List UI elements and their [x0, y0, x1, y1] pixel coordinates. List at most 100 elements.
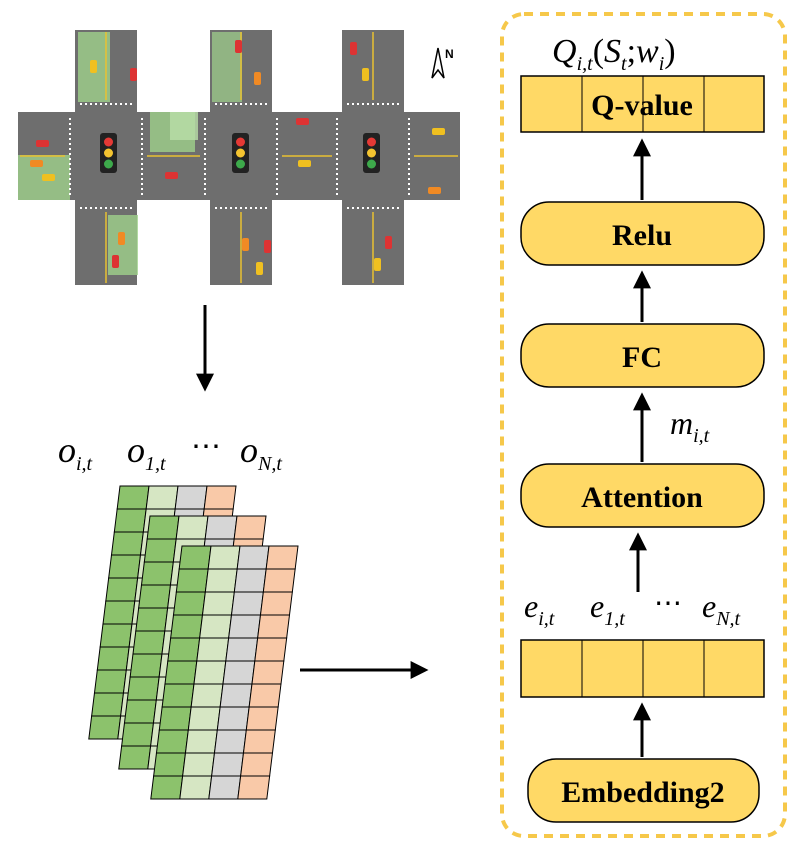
grid-cell — [155, 729, 189, 754]
grid-cell — [140, 561, 174, 586]
grid-cell — [208, 775, 242, 800]
grid-cell — [257, 614, 291, 639]
vehicles — [30, 40, 445, 275]
grid-cell — [248, 683, 282, 708]
traffic-light — [232, 133, 249, 173]
crosswalks — [69, 103, 410, 209]
grid-cell — [174, 485, 208, 510]
car-icon — [30, 160, 43, 167]
grid-cell — [236, 545, 270, 570]
grid-cell — [204, 568, 238, 593]
grid-cell — [170, 614, 204, 639]
obs-label-1: o1,t — [127, 430, 166, 475]
grid-cell — [164, 660, 198, 685]
grid-cell — [222, 660, 256, 685]
grid-cell — [201, 591, 235, 616]
grid-cell — [262, 568, 296, 593]
car-icon — [374, 258, 381, 271]
observation-stack — [88, 485, 299, 800]
grid-cell — [254, 637, 288, 662]
car-icon — [298, 160, 311, 167]
car-icon — [235, 40, 242, 53]
grid-cell — [93, 669, 127, 694]
grid-cell — [175, 568, 209, 593]
grid-cell — [113, 508, 147, 533]
embedding-dots: ⋯ — [654, 588, 682, 619]
embedding-label-N: eN,t — [702, 588, 741, 630]
grid-cell — [211, 752, 245, 777]
grid-cell — [88, 715, 122, 740]
grid-cell — [158, 706, 192, 731]
fc-box: FC — [520, 323, 765, 388]
traffic-map: N — [18, 30, 460, 285]
grid-cell — [233, 568, 267, 593]
grid-cell — [110, 531, 144, 556]
network-panel-border — [500, 12, 787, 838]
traffic-light — [100, 133, 117, 173]
grid-cell — [182, 752, 216, 777]
car-icon — [385, 236, 392, 249]
grid-cell — [129, 653, 163, 678]
embedding-labels: ei,t e1,t ⋯ eN,t — [524, 588, 741, 630]
grid-cell — [259, 591, 293, 616]
grid-cell — [219, 683, 253, 708]
grid-cell — [230, 591, 264, 616]
grid-cell — [203, 485, 237, 510]
car-icon — [112, 255, 119, 268]
attention-label: Attention — [581, 481, 703, 514]
grid-cell — [190, 683, 224, 708]
grid-cell — [126, 676, 160, 701]
embedding2-box: Embedding2 — [527, 758, 760, 823]
grid-cell — [118, 745, 152, 770]
north-arrow-icon: N — [431, 47, 454, 79]
grid-cell — [213, 729, 247, 754]
grid-cell — [251, 660, 285, 685]
grid-cell — [143, 538, 177, 563]
grid-cell — [150, 775, 184, 800]
observation-labels: oi,t o1,t ⋯ oN,t — [58, 430, 282, 475]
grid-cell — [237, 775, 271, 800]
grid-cell — [204, 515, 238, 540]
car-icon — [42, 174, 55, 181]
grid-cell — [161, 683, 195, 708]
car-icon — [428, 187, 441, 194]
grid-cell — [123, 699, 157, 724]
grid-cell — [228, 614, 262, 639]
car-icon — [254, 72, 261, 85]
grid-cell — [199, 614, 233, 639]
grid-cell — [207, 545, 241, 570]
grid-cell — [108, 554, 142, 579]
car-icon — [130, 68, 137, 81]
car-icon — [256, 262, 263, 275]
traffic-light — [363, 133, 380, 173]
relu-box: Relu — [520, 201, 765, 266]
grass-area — [170, 112, 198, 140]
grid-cell — [172, 591, 206, 616]
grid-cell — [184, 729, 218, 754]
grid-cell — [132, 630, 166, 655]
embedding-label-1: e1,t — [590, 588, 625, 630]
grid-cell — [135, 607, 169, 632]
grid-cell — [138, 584, 172, 609]
grid-cell — [167, 637, 201, 662]
car-icon — [362, 68, 369, 81]
grid-cell — [91, 692, 125, 717]
north-label: N — [445, 47, 454, 61]
observation-grid — [150, 545, 299, 800]
grid-cell — [265, 545, 299, 570]
message-label: mi,t — [670, 405, 710, 447]
embedding2-label: Embedding2 — [561, 776, 724, 809]
grid-cell — [240, 752, 274, 777]
grid-cell — [193, 660, 227, 685]
grid-cell — [105, 577, 139, 602]
grid-cell — [196, 637, 230, 662]
grid-cell — [216, 706, 250, 731]
obs-label-N: oN,t — [240, 430, 282, 475]
obs-dots: ⋯ — [191, 430, 221, 463]
obs-label-i: oi,t — [58, 430, 93, 475]
grid-cell — [187, 706, 221, 731]
grid-cell — [225, 637, 259, 662]
grid-cell — [245, 706, 279, 731]
q-value-label: Q-value — [591, 89, 693, 122]
attention-box: Attention — [520, 463, 765, 528]
